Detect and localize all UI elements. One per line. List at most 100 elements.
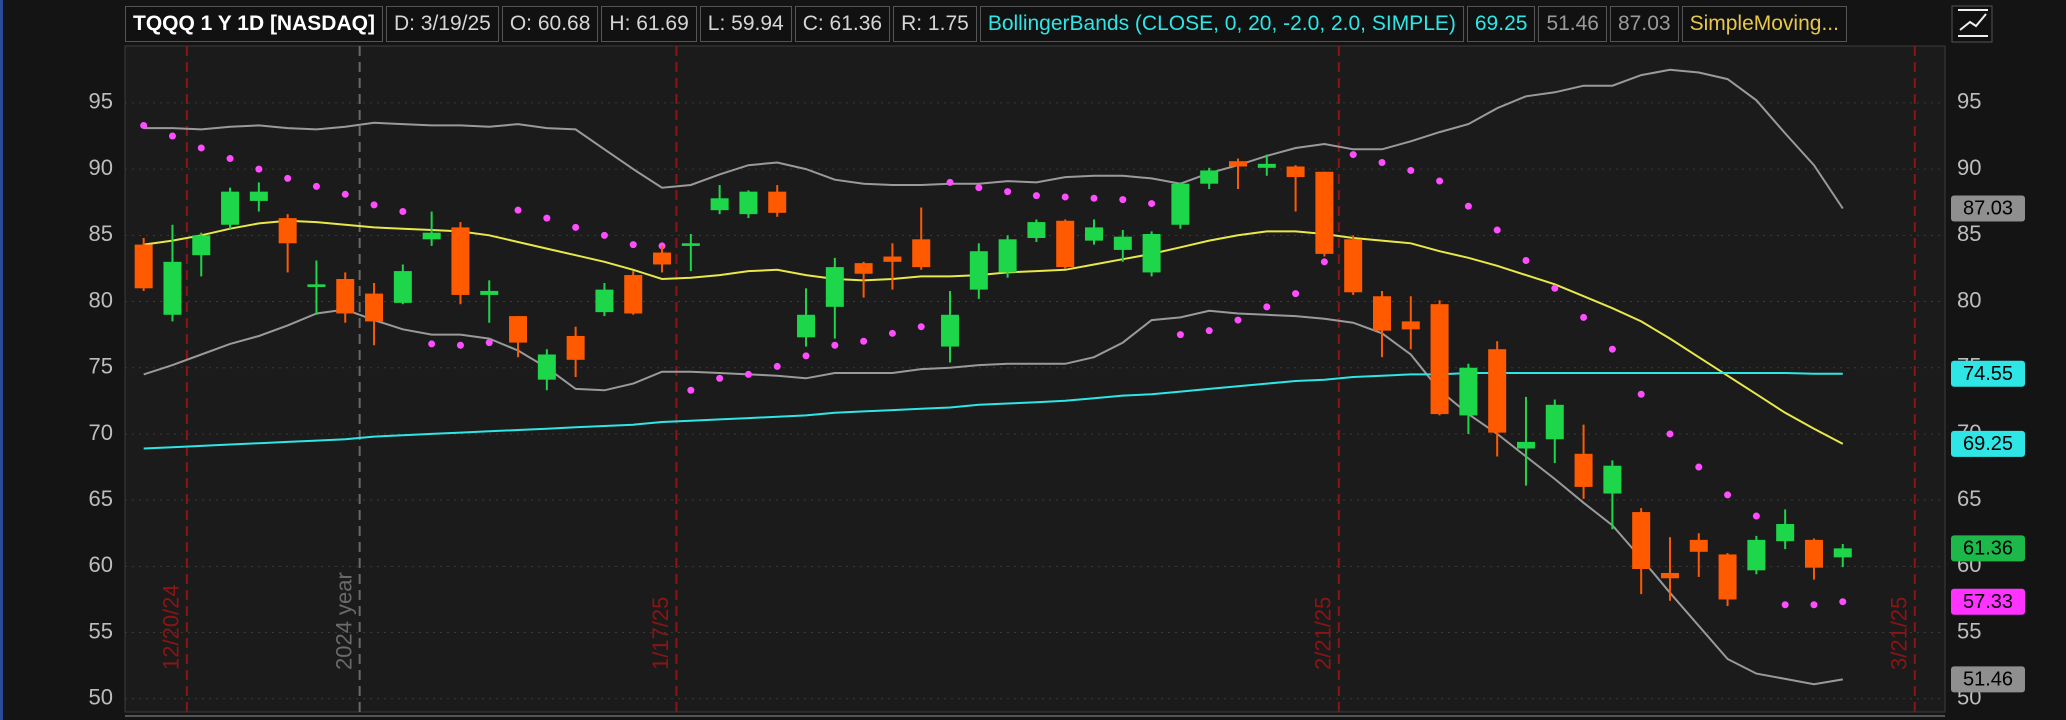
sar-dot <box>1349 151 1357 159</box>
candle-body <box>624 275 643 314</box>
candle-body <box>912 239 931 268</box>
sar-dot <box>1320 258 1328 266</box>
x-tick-label: 2/21/25 <box>1311 597 1336 670</box>
study-line <box>143 372 1843 450</box>
candle-body <box>1545 404 1564 440</box>
y-tick-label: 80 <box>1957 287 1981 312</box>
candle-body <box>192 235 211 256</box>
y-tick-label: 95 <box>1957 89 1981 114</box>
candle-body <box>1401 321 1420 330</box>
price-tag <box>1951 195 2025 222</box>
sar-dot <box>946 178 954 186</box>
candle-body <box>221 191 240 225</box>
candle-body <box>134 244 153 289</box>
icon-glyph <box>1959 13 1987 31</box>
sar-dot <box>1608 345 1616 353</box>
sar-dot <box>1234 316 1242 324</box>
date-markers: 12/20/24 2024 year 1/17/25 2/21/25 3/21/25 <box>159 46 1916 712</box>
study-line <box>143 219 1844 445</box>
sar-dot <box>629 241 637 249</box>
sar-dot <box>1004 188 1012 196</box>
header-item: 69.25 <box>1466 6 1536 42</box>
candle-body <box>854 263 873 274</box>
sar-dot <box>1176 331 1184 339</box>
sar-dot <box>284 174 292 182</box>
sar-dot <box>312 182 320 190</box>
candle-body <box>681 243 700 246</box>
x-tick-label: 3/21/25 <box>1887 597 1912 670</box>
sar-dot <box>773 362 781 370</box>
sar-dot <box>716 374 724 382</box>
sar-dot <box>600 231 608 239</box>
sar-dot <box>197 144 205 152</box>
candle-body <box>797 314 816 338</box>
sar-dot <box>975 184 983 192</box>
sar-dot <box>1522 256 1530 264</box>
header-item: C: 61.36 <box>794 6 891 42</box>
y-tick-label: 65 <box>1957 486 1981 511</box>
candle-body <box>595 289 614 313</box>
candle-body <box>393 271 412 303</box>
y-tick-label: 90 <box>1957 155 1981 180</box>
header-item: R: 1.75 <box>893 6 977 42</box>
sar-dot <box>1090 194 1098 202</box>
candle-body <box>422 232 441 240</box>
header-item: L: 59.94 <box>699 6 792 42</box>
sar-dot <box>860 337 868 345</box>
sar-dot <box>1752 512 1760 520</box>
candle-body <box>1776 523 1795 542</box>
candle-body <box>1027 222 1046 238</box>
candle-body <box>1516 441 1535 449</box>
candle-body <box>249 191 268 201</box>
sar-dot <box>1810 601 1818 609</box>
y-tick-label: 55 <box>1957 618 1981 643</box>
candle-body <box>653 252 672 265</box>
candle-body <box>1632 512 1651 570</box>
sar-dot <box>888 329 896 337</box>
sar-dot <box>1637 390 1645 398</box>
sar-dot <box>168 132 176 140</box>
sar-dot <box>399 208 407 216</box>
study-line <box>143 68 1844 210</box>
candle-body <box>1113 236 1132 250</box>
candle-body <box>1344 239 1363 293</box>
y-tick-label: 95 <box>89 89 113 114</box>
candle-body <box>1603 465 1622 494</box>
study-icon[interactable] <box>1951 5 1993 43</box>
candle-body <box>1833 548 1852 558</box>
candle-body <box>1286 166 1305 178</box>
candle-body <box>739 191 758 215</box>
sar-dot <box>1781 601 1789 609</box>
sar-dot <box>1551 284 1559 292</box>
candle-body <box>1430 304 1449 415</box>
y-tick-label: 55 <box>89 618 113 643</box>
candles <box>134 154 1852 607</box>
candle-body <box>1200 170 1219 184</box>
candle-body <box>1315 171 1334 254</box>
price-tag-label: 74.55 <box>1963 363 2013 385</box>
price-tag-label: 61.36 <box>1963 538 2013 560</box>
candle-body <box>710 198 729 211</box>
x-tick-label: 12/20/24 <box>159 584 184 670</box>
price-tag-label: 87.03 <box>1963 198 2013 220</box>
sar-dot <box>1464 202 1472 210</box>
candle-body <box>1372 296 1391 331</box>
sar-dot <box>687 386 695 394</box>
sar-dot <box>226 155 234 163</box>
candle-body <box>1142 234 1161 273</box>
candle-body <box>883 256 902 262</box>
sar-dot <box>1580 313 1588 321</box>
y-tick-label: 50 <box>89 685 113 710</box>
window-edge <box>0 0 3 720</box>
candle-body <box>1747 539 1766 571</box>
sar-dot <box>1407 166 1415 174</box>
candle-body <box>480 290 499 295</box>
price-tag-label: 51.46 <box>1963 669 2013 691</box>
sar-dot <box>1205 327 1213 335</box>
sar-dot <box>744 370 752 378</box>
sar-dot <box>456 341 464 349</box>
sar-dot <box>485 339 493 347</box>
candle-body <box>278 218 297 244</box>
candle-body <box>941 314 960 347</box>
